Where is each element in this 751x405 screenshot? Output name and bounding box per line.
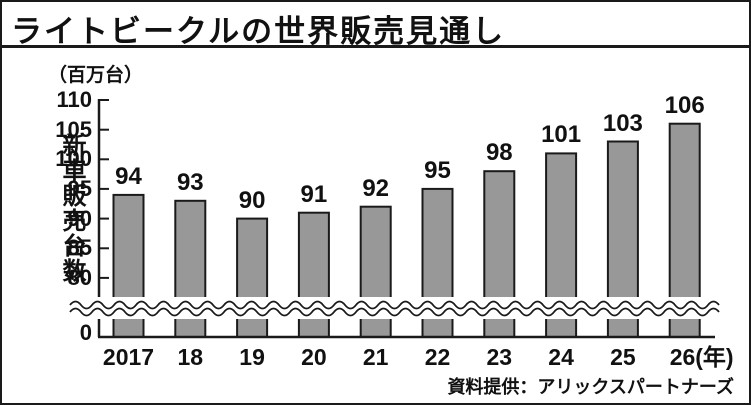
y-tick-label: 110 [56, 87, 93, 112]
axis-break-wave [68, 297, 721, 319]
y-origin-label: 0 [79, 320, 92, 345]
axis-break-wavy-line [69, 300, 720, 310]
y-tick-label: 105 [55, 116, 92, 142]
title-underline [2, 45, 749, 48]
bar-value-label: 101 [541, 121, 582, 149]
x-tick-label: 20 [301, 344, 327, 370]
y-tick-label: 85 [67, 235, 92, 261]
chart-title: ライトビークルの世界販売見通し [11, 14, 506, 49]
bar-value-label: 94 [115, 162, 142, 190]
y-axis-unit-label: （百万台） [48, 65, 144, 86]
bar-value-label: 103 [602, 109, 643, 137]
bar-value-label: 95 [424, 156, 451, 184]
x-tick-label: 24 [548, 344, 574, 370]
x-tick-label: 23 [486, 344, 513, 370]
y-tick-label: 95 [67, 175, 92, 201]
x-tick-label: 22 [424, 344, 451, 370]
bar-value-label: 98 [485, 139, 513, 167]
y-tick-label: 80 [67, 264, 92, 290]
x-tick-label: 2017 [102, 344, 155, 370]
x-tick-label: 26(年) [669, 344, 734, 370]
x-tick-label: 21 [362, 344, 389, 370]
bar-value-label: 92 [362, 174, 390, 202]
x-tick-label: 19 [239, 344, 265, 370]
bar [236, 217, 269, 339]
y-tick-label: 90 [67, 205, 92, 231]
bar-value-label: 93 [176, 168, 204, 196]
bar-value-label: 106 [664, 91, 705, 119]
bar-value-label: 90 [238, 186, 266, 214]
bar-value-label: 91 [300, 180, 328, 208]
x-tick-label: 25 [610, 344, 636, 370]
x-tick-label: 18 [177, 344, 204, 370]
source-credit: 資料提供：アリックスパートナーズ [447, 377, 734, 397]
y-tick-label: 100 [55, 146, 92, 172]
y-axis-title: 新車販売台数 [58, 133, 85, 283]
axis-break-wavy-line [69, 307, 720, 317]
